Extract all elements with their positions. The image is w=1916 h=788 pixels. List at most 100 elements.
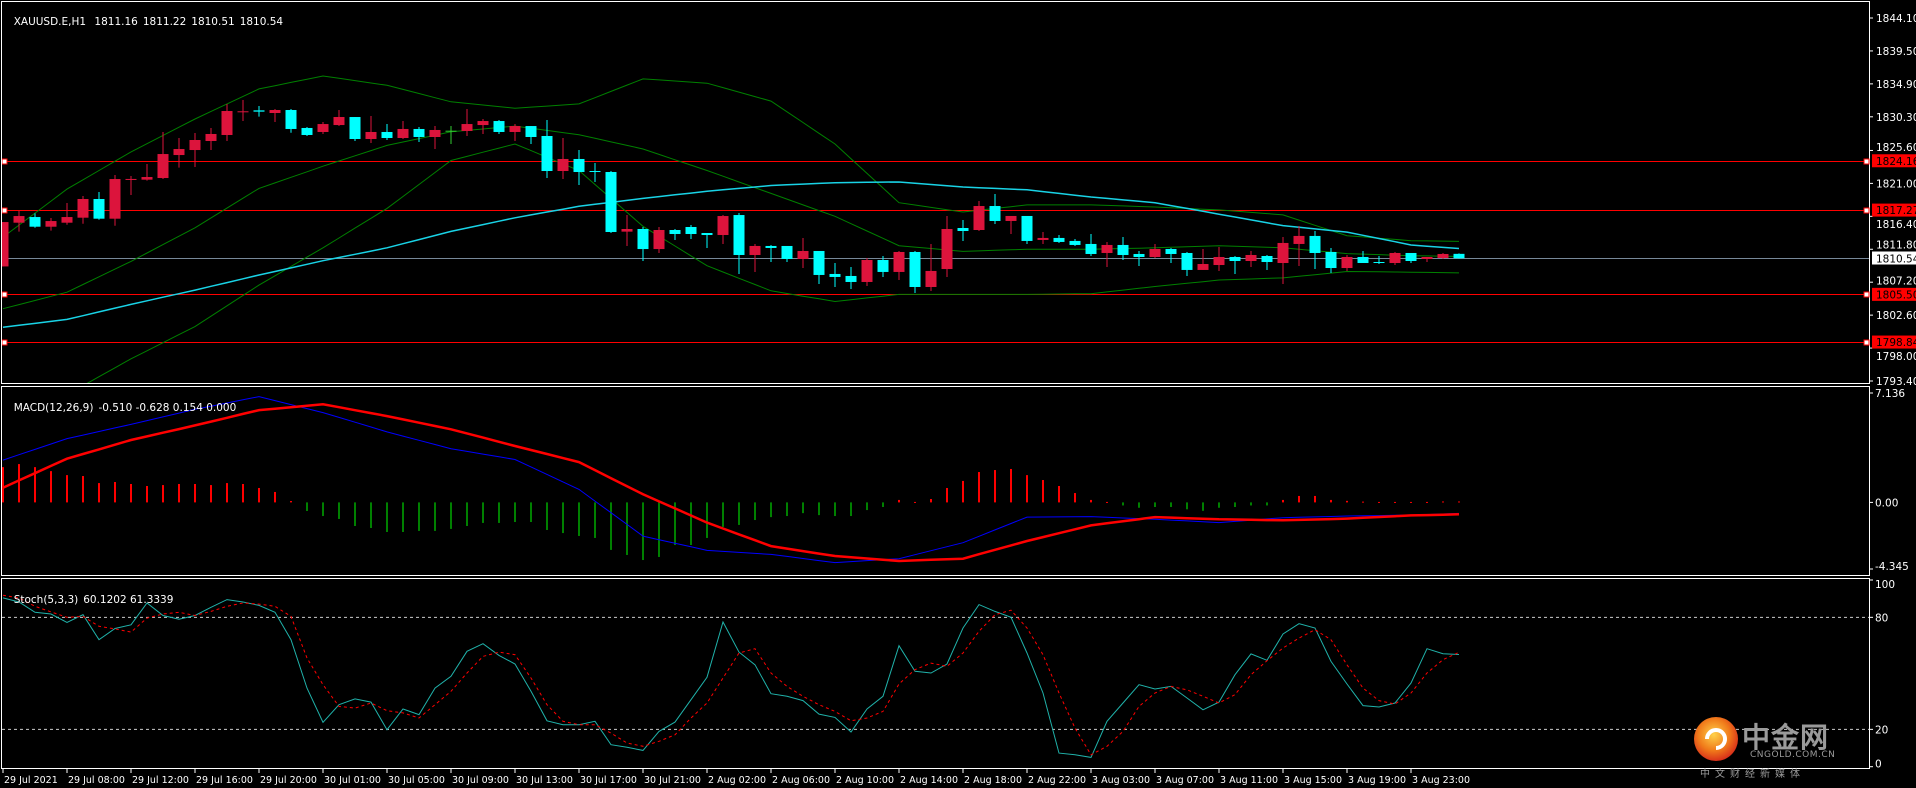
- candle-body: [781, 245, 793, 259]
- candle: [109, 175, 121, 226]
- macd-histogram-bar: [818, 502, 820, 516]
- macd-histogram-bar: [1426, 501, 1428, 503]
- candle-body: [1389, 252, 1401, 264]
- candle: [141, 163, 153, 181]
- candle-body: [381, 131, 393, 138]
- candle: [557, 137, 569, 180]
- candle: [1053, 235, 1065, 243]
- macd-histogram-bar: [594, 502, 596, 538]
- candle-body: [701, 233, 713, 236]
- macd-histogram-bar: [114, 482, 116, 503]
- candle: [125, 176, 137, 195]
- candle: [685, 224, 697, 240]
- level-handle-left: [2, 207, 8, 214]
- candle-body: [1453, 253, 1465, 259]
- macd-histogram-bar: [130, 483, 132, 503]
- time-tick-label: 3 Aug 07:00: [1156, 775, 1214, 786]
- candle: [909, 250, 921, 294]
- level-price-label: 1817.27: [1876, 205, 1916, 217]
- candle-body: [1117, 244, 1129, 255]
- macd-histogram-bar: [834, 502, 836, 517]
- candle-body: [637, 228, 649, 250]
- candle: [173, 137, 185, 168]
- candle: [285, 109, 297, 133]
- watermark-tagline: 中文财经新媒体: [1700, 769, 1805, 780]
- candle-body: [29, 217, 41, 227]
- time-tick-label: 2 Aug 14:00: [900, 775, 958, 786]
- candle: [333, 110, 345, 127]
- watermark-domain: CNGOLD.COM.CN: [1750, 750, 1836, 760]
- macd-histogram-bar: [1442, 501, 1444, 503]
- macd-histogram-bar: [898, 499, 900, 503]
- candle-body: [1405, 252, 1417, 262]
- time-tick-label: 3 Aug 23:00: [1412, 775, 1470, 786]
- price-pane-frame: [1, 1, 1870, 384]
- candle-body: [1261, 255, 1273, 263]
- candle: [1181, 251, 1193, 276]
- axes: 1844.10 1839.50 1834.90 1830.30 1825.60 1821.…: [2, 13, 1916, 786]
- time-tick-label: 30 Jul 21:00: [644, 775, 701, 786]
- candle-body: [77, 198, 89, 218]
- candle: [221, 103, 233, 142]
- stoch-pane-frame: [1, 578, 1870, 769]
- time-tick-label: 2 Aug 06:00: [772, 775, 830, 786]
- candle: [1005, 215, 1017, 235]
- macd-histogram-bar: [34, 467, 36, 503]
- candle-body: [749, 245, 761, 255]
- macd-pane[interactable]: [2, 396, 1460, 564]
- candle-body: [509, 126, 521, 132]
- macd-histogram-bar: [306, 502, 308, 511]
- macd-histogram-bar: [1138, 502, 1140, 508]
- candle: [1421, 256, 1433, 263]
- candle: [1069, 238, 1081, 246]
- candle-body: [1149, 248, 1161, 257]
- candle-body: [301, 127, 313, 135]
- price-pane[interactable]: [0, 75, 1869, 398]
- macd-histogram-bar: [530, 502, 532, 523]
- macd-signal-line: [2, 403, 1460, 563]
- macd-histogram-bar: [1330, 499, 1332, 503]
- candle: [973, 201, 985, 232]
- time-tick-label: 3 Aug 03:00: [1092, 775, 1150, 786]
- time-tick-label: 30 Jul 13:00: [516, 775, 573, 786]
- level-handle-left: [2, 339, 8, 346]
- level-handle-right: [1863, 339, 1870, 346]
- macd-histogram-bar: [1458, 501, 1460, 503]
- price-tick-label: 1825.60: [1876, 142, 1916, 154]
- macd-histogram-bar: [914, 501, 916, 503]
- candle-body: [909, 251, 921, 287]
- macd-histogram-bar: [258, 487, 260, 503]
- candle-body: [1277, 242, 1289, 264]
- stoch-legend: Stoch(5,3,3) 60.1202 61.3339: [7, 582, 178, 606]
- candle: [429, 126, 441, 150]
- candle: [13, 210, 25, 232]
- candle: [189, 132, 201, 167]
- macd-histogram-bar: [178, 483, 180, 503]
- macd-histogram-bar: [658, 502, 660, 557]
- high-value: 1811.22: [142, 16, 187, 28]
- candle: [893, 250, 905, 280]
- macd-histogram-bar: [1394, 501, 1396, 503]
- candle-body: [221, 111, 233, 135]
- stoch-pane[interactable]: [2, 594, 1869, 758]
- candle: [1229, 255, 1241, 274]
- price-tick-label: 1793.40: [1876, 376, 1916, 388]
- macd-histogram-bar: [962, 480, 964, 503]
- candle-body: [1309, 235, 1321, 253]
- candle-body: [141, 177, 153, 180]
- bollinger-lower-line: [86, 143, 1460, 383]
- pane-frames: [1, 1, 1870, 769]
- candle: [925, 243, 937, 292]
- stoch-tick-label: 100: [1875, 579, 1895, 591]
- candle: [957, 219, 969, 241]
- candle: [637, 226, 649, 262]
- candle: [1117, 236, 1129, 260]
- candle: [1325, 247, 1337, 273]
- symbol-legend: XAUUSD.E,H1 1811.16 1811.22 1810.51 1810.54: [7, 4, 288, 28]
- candle-body: [109, 179, 121, 219]
- level-price-badge: [1872, 154, 1916, 168]
- candle: [573, 150, 585, 186]
- level-handle-left: [2, 291, 8, 298]
- candle: [45, 218, 57, 231]
